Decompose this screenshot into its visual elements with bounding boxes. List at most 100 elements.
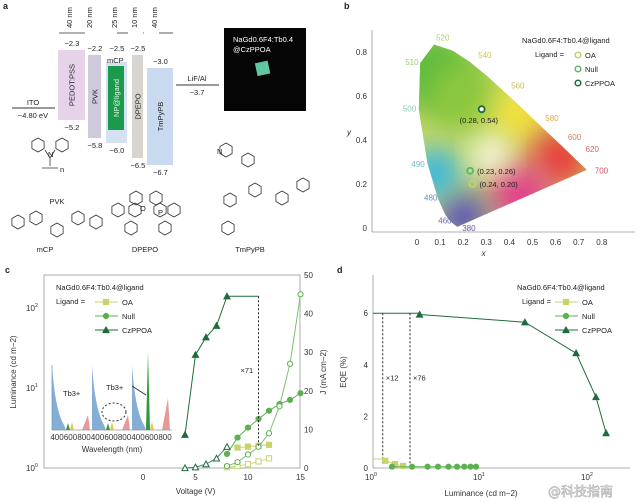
benzene-ring (124, 220, 138, 236)
marker-triangle (520, 318, 529, 326)
energy-diagram: −2.3 −5.2 PEDOT:PSS −2.2 −5.8 PVK −2.5 −6.0 −2.5… (12, 39, 219, 177)
marker-square (234, 444, 241, 451)
x-tick-label: 0.4 (504, 238, 516, 247)
y2-tick-label: 30 (304, 348, 313, 357)
marker-triangle (212, 454, 221, 462)
marker-triangle (602, 429, 611, 437)
ratio-annotation: ×76 (413, 373, 426, 382)
y-tick-label: 0.8 (356, 48, 368, 57)
inset-x-tick: 600 (104, 433, 118, 442)
marker-circle (286, 396, 294, 403)
legend-label: Null (582, 312, 595, 321)
homo-value: −6.0 (110, 146, 125, 155)
legend-prefix: Ligand = (56, 297, 86, 306)
panel-d: d 100 101 102 0 2 4 6 Luminance (cd m−2) EQE (%)… (337, 265, 630, 498)
y2-axis-label: J (mA cm−2) (319, 349, 328, 394)
wavelength-label: 460 (438, 216, 452, 225)
y2-tick-label: 10 (304, 425, 313, 434)
marker-circle (472, 463, 480, 470)
wavelength-label: 560 (511, 82, 525, 91)
cie-point-label: (0.24, 0.20) (479, 180, 518, 189)
benzene-ring (275, 190, 289, 206)
wavelength-label: 500 (403, 105, 417, 114)
marker-circle (234, 459, 241, 466)
x-tick-label: 100 (365, 472, 377, 482)
marker-circle (434, 463, 442, 470)
marker-square (244, 443, 252, 450)
benzene-ring (55, 137, 69, 153)
y-tick-label: 101 (26, 383, 38, 393)
marker-triangle (202, 459, 210, 468)
x-axis-label: Luminance (cd m−2) (444, 489, 517, 498)
marker-triangle (562, 325, 570, 334)
panel-c: c 400 600 800 400 600 800 400 600 800Wavelength … (5, 265, 328, 496)
y-tick-label: 0.4 (356, 136, 368, 145)
marker-square (244, 461, 252, 468)
marker-triangle (191, 350, 200, 358)
y-axis-label: y (346, 128, 352, 137)
inset-x-tick: 400 (91, 433, 105, 442)
x-tick-label: 5 (193, 473, 198, 482)
molecule-name: TmPyPB (235, 245, 265, 254)
x-tick-label: 0 (415, 238, 420, 247)
ratio-annotation: ×12 (386, 373, 399, 382)
panel-b: b 0 0.1 0.2 0.3 0.4 0.5 0.6 0.7 0.8 0 0.2 0.4 0.6 0.8… (344, 1, 635, 258)
atom-label: N (217, 147, 222, 156)
benzene-ring (158, 220, 172, 236)
thickness-label: 20 nm (85, 7, 94, 28)
eqe-series: NaGd0.6F4:Tb0.4@ligand Ligand = ×12 ×76 OA Nu… (373, 283, 612, 470)
wavelength-label: 700 (595, 167, 609, 176)
y-tick-label: 0 (363, 224, 368, 233)
x-tick-label: 0.2 (458, 238, 470, 247)
benzene-ring (241, 152, 255, 168)
marker-triangle (592, 392, 600, 401)
lumo-value: −2.5 (131, 44, 146, 53)
atom-label: O (140, 204, 146, 213)
inset-x-label: Wavelength (nm) (82, 445, 143, 454)
layer-pvk (88, 55, 101, 138)
spectrum-yellow (110, 422, 114, 430)
marker-square (382, 457, 389, 464)
y-tick-label: 0.6 (356, 92, 368, 101)
legend-label: Null (122, 312, 135, 321)
dashed-circle (101, 402, 127, 422)
x-tick-label: 0.5 (527, 238, 539, 247)
x-tick-label: 10 (244, 473, 253, 482)
legend-marker (574, 79, 582, 87)
benzene-ring (153, 202, 167, 218)
legend-title: NaGd0.6F4:Tb0.4@ligand (56, 283, 144, 292)
lumo-value: −3.0 (153, 57, 168, 66)
layer-name: PEDOT:PSS (68, 64, 77, 106)
layer-tmpypb (147, 68, 173, 165)
marker-circle (424, 463, 431, 470)
thickness-labels: 40 nm 20 nm 25 nm 10 nm 40 nm (59, 7, 173, 34)
y2-tick-label: 40 (304, 310, 313, 319)
wavelength-label: 540 (478, 51, 492, 60)
cie-point-oa (468, 180, 477, 188)
marker-triangle (415, 310, 424, 318)
benzene-ring (219, 142, 233, 158)
wavelength-label: 380 (462, 224, 476, 233)
wavelength-label: 490 (411, 160, 425, 169)
panel-label-b: b (344, 1, 350, 11)
legend-label: OA (582, 298, 593, 307)
eqe-axes: 100 101 102 0 2 4 6 Luminance (cd m−2) EQE (%) (339, 275, 630, 498)
marker-square (400, 462, 407, 470)
molecule-name: DPEPO (132, 245, 158, 254)
marker-circle (286, 360, 294, 367)
x-tick-label: 0.1 (435, 238, 447, 247)
spectrum-blue (92, 365, 106, 430)
ratio-annotation: ×71 (241, 366, 254, 375)
ito-label: ITO (27, 98, 40, 107)
x-tick-label: 0.6 (550, 238, 562, 247)
x-tick-label: 0.8 (596, 238, 608, 247)
marker-triangle (181, 430, 189, 438)
marker-square (265, 455, 273, 462)
layer-name: DPEPO (134, 93, 143, 119)
inset-x-tick: 800 (118, 433, 132, 442)
y-tick-label: 2 (364, 412, 369, 421)
benzene-ring (128, 202, 142, 218)
wavelength-label: 520 (436, 34, 450, 43)
inset-x-tick: 400 (131, 433, 145, 442)
arrow (131, 385, 147, 396)
